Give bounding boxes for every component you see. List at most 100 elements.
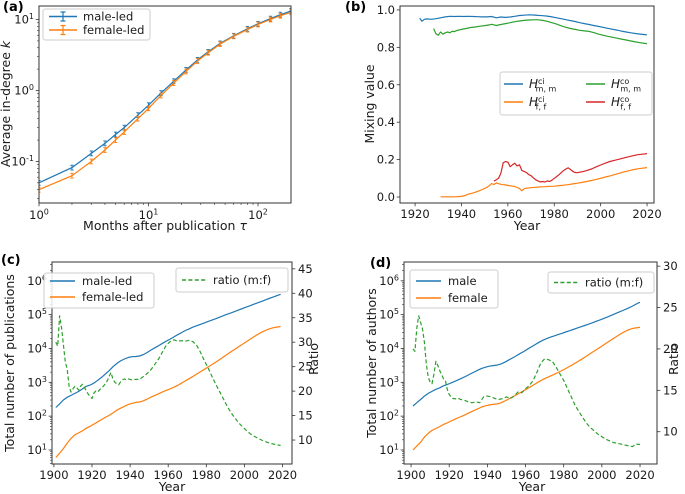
series-line-male-led (39, 10, 291, 184)
tick-label: 101 (14, 12, 34, 27)
legend-item: Hco f, f (586, 95, 631, 112)
tick-label: 0.0 (377, 190, 395, 204)
legend-item: female (416, 291, 488, 305)
tick-marks (48, 268, 296, 468)
legend-errorbar-glyph (60, 11, 66, 22)
legend-item: female-led (49, 23, 144, 37)
x-axis-label: Year (513, 218, 541, 233)
tick-label: 30 (663, 259, 678, 273)
tick-label: 10 (663, 425, 678, 439)
tick-marks (400, 265, 661, 468)
tick-label: 2020 (625, 468, 654, 482)
y-axis-label: Total number of publications (2, 274, 17, 453)
tick-label: 0.2 (377, 153, 395, 167)
tick-label: 0.4 (377, 115, 395, 129)
panel-a-label: (a) (3, 0, 24, 15)
tick-label: 100 (29, 208, 49, 223)
tick-label: 102 (379, 409, 399, 424)
tick-label: 2020 (268, 468, 297, 482)
tick-label: 30 (298, 335, 313, 349)
series-line-female-led (55, 325, 281, 458)
x-axis-label: Year (518, 479, 546, 494)
tick-label: 100 (14, 83, 34, 98)
tick-label: 105 (27, 307, 47, 322)
tick-label: 25 (663, 301, 678, 315)
legend-item: Hci m, m (504, 77, 557, 94)
legend-item: male-led (49, 10, 133, 24)
tick-label: 1960 (493, 207, 522, 221)
tick-label: 20 (298, 384, 313, 398)
panel-c-label: (c) (1, 253, 21, 268)
legend-item: Hci f, f (504, 95, 547, 112)
legend-label: ratio (m:f) (213, 273, 271, 287)
tick-label: 104 (379, 341, 399, 356)
legend-item: female-led (50, 290, 143, 304)
legend-label: Hco f, f (611, 95, 631, 112)
legend-label: male-led (83, 10, 133, 24)
tick-label: 1900 (396, 468, 425, 482)
axes-frame (403, 261, 658, 465)
series-line-male-led (55, 293, 281, 408)
tick-label: 1920 (400, 207, 429, 221)
panel-c-svg: 1900 1920 1940 1960 1980 2000 2020101102103104… (2, 261, 321, 494)
y-axis-label: Mixing value (362, 64, 377, 143)
tick-marks (396, 9, 648, 207)
y-axis-label: Total number of authors (364, 288, 379, 439)
tick-label: 1900 (39, 468, 68, 482)
panel-d-label: (d) (370, 256, 392, 271)
tick-label: 2000 (587, 468, 616, 482)
axes-frame (38, 5, 292, 204)
tick-label: 102 (248, 208, 268, 223)
legend-frame (175, 267, 289, 293)
tick-label: 2000 (230, 468, 259, 482)
tick-labels: 1900 1920 1940 1960 1980 2000 2020101102103104… (379, 259, 677, 482)
series-line-ratio (m:f) (55, 315, 281, 446)
legend-label: ratio (m:f) (585, 276, 643, 290)
legend-item: male (416, 274, 477, 288)
tick-label: 1980 (192, 468, 221, 482)
legend-item: male-led (50, 274, 132, 288)
tick-label: 103 (379, 375, 399, 390)
legend-label: Hci f, f (529, 95, 547, 112)
tick-label: 1940 (473, 468, 502, 482)
tick-label: 103 (27, 375, 47, 390)
legend-item: ratio (m:f) (554, 276, 643, 290)
series-line-H_ci_ff (440, 167, 648, 198)
series-group (419, 14, 648, 198)
legend-d-0: male female (409, 269, 499, 309)
series-line-H_co_mm (433, 19, 648, 45)
tick-label: 101 (27, 442, 47, 457)
series-line-ratio (m:f) (412, 315, 641, 448)
tick-label: 10 (298, 433, 313, 447)
tick-label: 101 (139, 208, 159, 223)
tick-label: 2020 (632, 207, 661, 221)
series-line-female (412, 326, 641, 451)
tick-labels: 1900 1920 1940 1960 1980 2000 2020101102103104… (27, 262, 312, 482)
tick-label: 10-1 (11, 154, 34, 169)
series-line-female-led (39, 11, 291, 191)
tick-marks (35, 19, 259, 207)
legend-frame (499, 71, 653, 116)
legend-d-1: ratio (m:f) (547, 271, 655, 294)
legend-c-0: male-led female-led (43, 272, 155, 309)
tick-label: 105 (379, 307, 399, 322)
y-axis-label: Average in-degree k (0, 40, 13, 167)
tick-label: 1960 (154, 468, 183, 482)
minor-tick-marks (402, 264, 404, 464)
errorbars-female-led (39, 9, 291, 193)
legend-item: Hco m, m (586, 77, 641, 94)
series-group (55, 293, 281, 458)
minor-tick-marks (37, 22, 254, 205)
legend-label: male (448, 274, 477, 288)
tick-label: 45 (298, 262, 313, 276)
tick-label: 25 (298, 360, 313, 374)
legend-item: ratio (m:f) (182, 273, 271, 287)
series-line-H_ci_mm (419, 14, 648, 36)
tick-label: 15 (298, 409, 313, 423)
tick-label: 1980 (549, 468, 578, 482)
legend-errorbar-glyph (60, 24, 66, 36)
tick-label: 1980 (540, 207, 569, 221)
